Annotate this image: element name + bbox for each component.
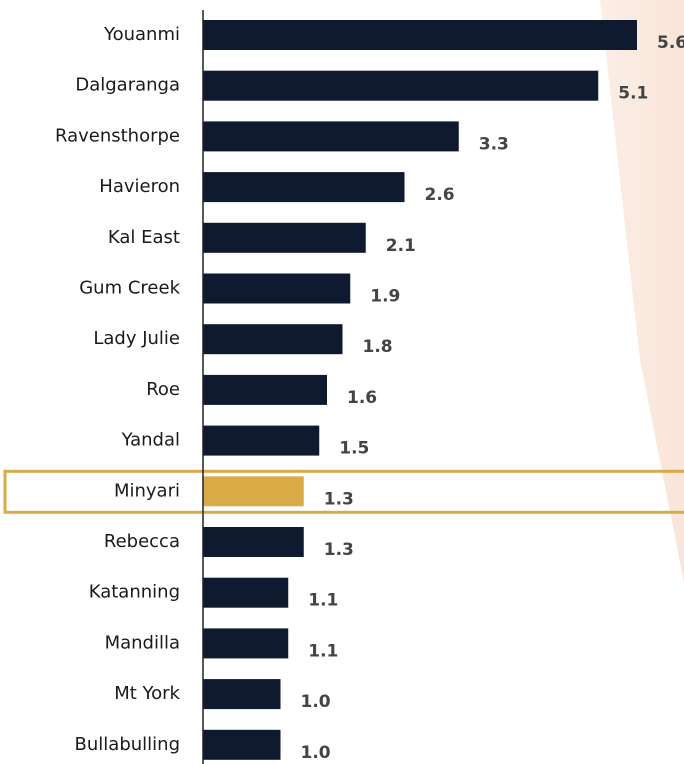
value-label: 3.3 <box>479 134 509 154</box>
bar <box>203 20 637 50</box>
value-label: 1.8 <box>363 337 393 357</box>
bar <box>203 324 343 355</box>
value-label: 1.3 <box>324 489 354 509</box>
category-label: Katanning <box>89 582 180 603</box>
value-label: 1.0 <box>301 743 331 763</box>
bar <box>203 273 351 304</box>
category-label: Dalgaranga <box>75 75 180 96</box>
value-label: 5.6 <box>657 33 684 53</box>
bar <box>203 679 281 710</box>
value-label: 1.1 <box>308 591 338 611</box>
bar <box>203 628 289 659</box>
bar <box>203 729 281 760</box>
highlight-box <box>3 469 684 514</box>
value-label: 1.3 <box>324 540 354 560</box>
value-label: 1.6 <box>347 388 377 408</box>
category-label: Roe <box>146 379 180 400</box>
category-label: Kal East <box>108 227 180 248</box>
bar <box>203 222 366 253</box>
category-label: Ravensthorpe <box>55 125 180 146</box>
bar <box>203 70 599 101</box>
bar <box>203 172 405 203</box>
category-label: Mt York <box>114 683 180 704</box>
category-label: Youanmi <box>103 24 180 45</box>
category-label: Lady Julie <box>93 328 180 349</box>
value-label: 1.5 <box>339 439 369 459</box>
value-label: 1.1 <box>308 641 338 661</box>
category-label: Gum Creek <box>79 278 180 299</box>
category-label: Mandilla <box>105 632 180 653</box>
bar <box>203 425 320 456</box>
category-label: Bullabulling <box>75 734 180 755</box>
bar <box>203 476 304 507</box>
category-label: Rebecca <box>104 531 180 552</box>
category-label: Yandal <box>121 430 180 451</box>
bar <box>203 577 289 608</box>
value-label: 2.6 <box>425 185 455 205</box>
value-label: 2.1 <box>386 236 416 256</box>
category-label: Havieron <box>99 176 180 197</box>
bar <box>203 121 459 152</box>
bar <box>203 527 304 557</box>
category-label: Minyari <box>114 480 180 501</box>
background-shape <box>600 0 684 583</box>
value-label: 1.9 <box>370 287 400 307</box>
value-label: 1.0 <box>301 692 331 712</box>
value-label: 5.1 <box>618 84 648 104</box>
bar <box>203 374 327 405</box>
